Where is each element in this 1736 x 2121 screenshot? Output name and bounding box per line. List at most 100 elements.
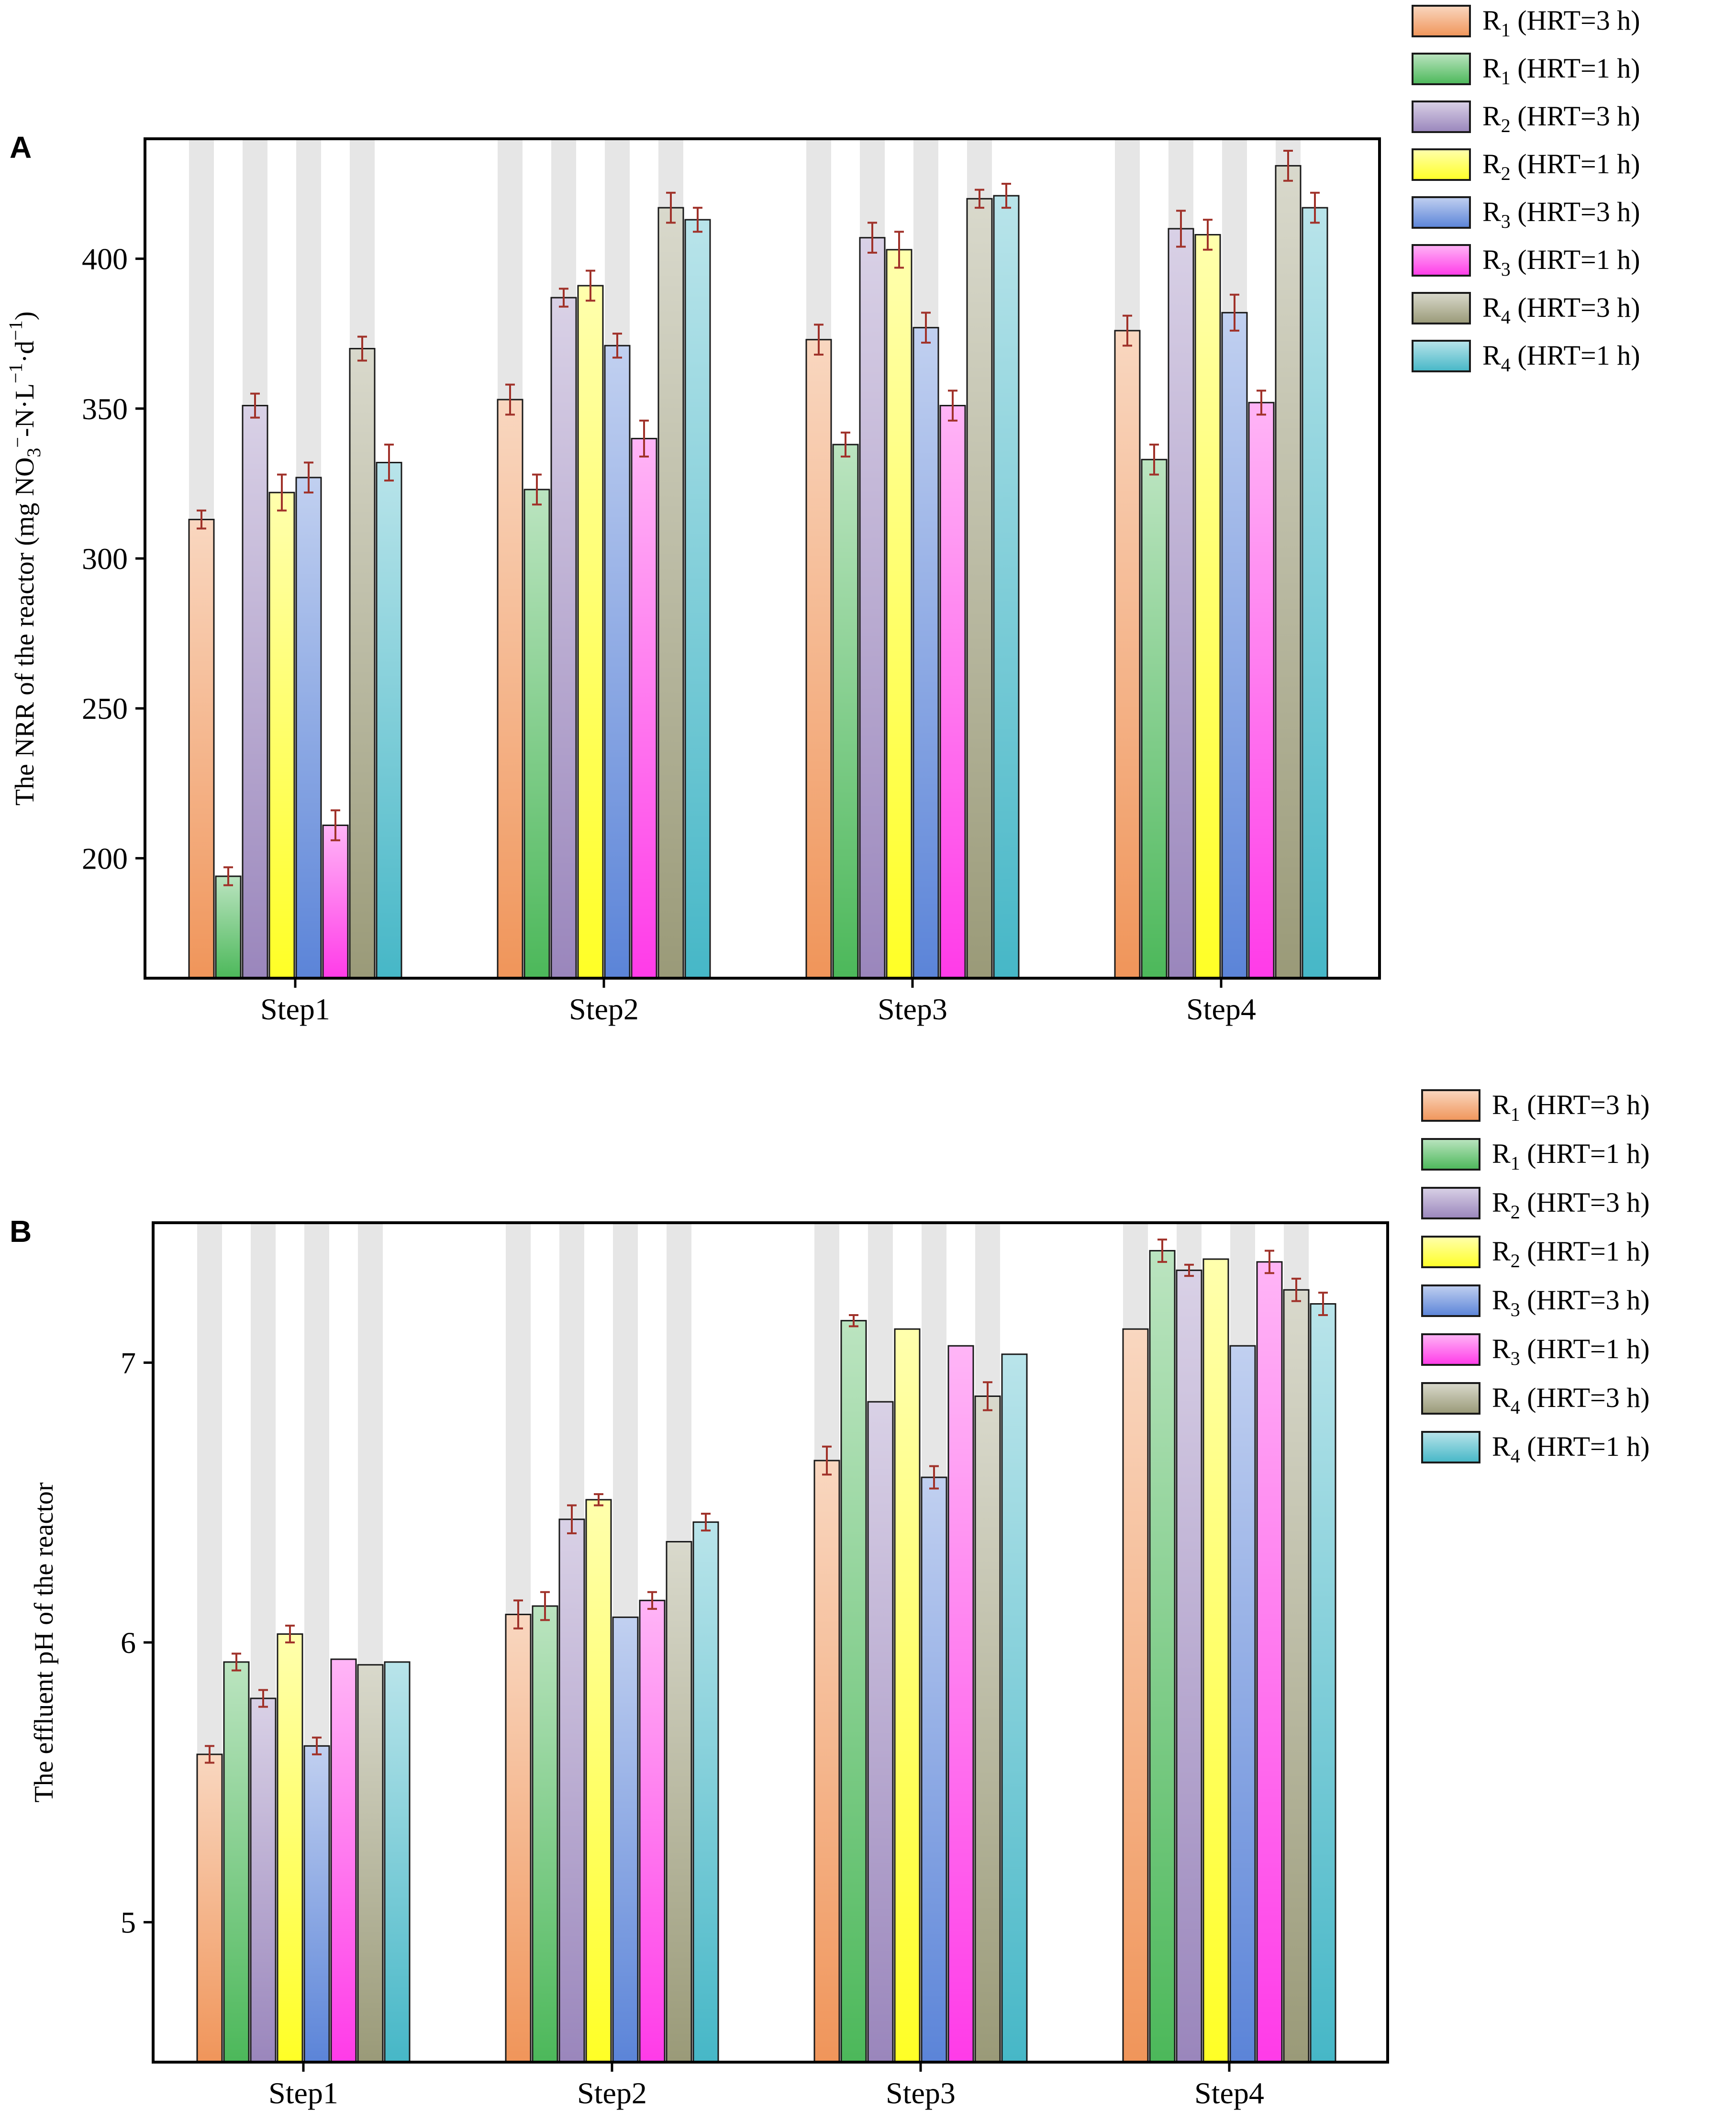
bar-a-s7-step4 [1275,165,1302,979]
bar-a-s1-step4 [1114,330,1141,979]
error-bar [612,333,622,359]
bar-a-s5-step3 [913,327,939,979]
bar-a-s6-step4 [1248,402,1275,979]
bar-a-s7-step3 [966,198,993,979]
bar-b-s8-step1 [384,1661,411,2063]
legend: R1 (HRT=3 h) R1 (HRT=1 h) R2 (HRT=3 h) R2 (… [1421,1089,1650,1467]
bar-b-s2-step1 [223,1661,250,2063]
error-bar [1184,1263,1194,1277]
bar-b-s7-step4 [1283,1289,1310,2063]
error-bar [331,809,340,841]
legend-label: R4 (HRT=1 h) [1492,1431,1650,1467]
legend-label: R2 (HRT=3 h) [1492,1187,1650,1223]
y-tick-label: 7 [121,1346,136,1380]
bar-a-s3-step2 [550,297,577,979]
bar-a-s4-step3 [886,249,913,979]
bar-a-s3-step1 [242,405,268,979]
error-bar [814,324,823,356]
legend-swatch [1421,1333,1480,1366]
bar-a-s4-step1 [268,491,295,979]
bar-b-s3-step2 [558,1518,585,2063]
error-bar [1123,314,1132,347]
bar-a-s2-step3 [832,444,859,979]
error-bar [1310,191,1320,224]
error-bar [513,1599,523,1630]
bar-a-s1-step1 [188,519,215,979]
panel-b-chart: B 5 6 7 Step1 Step2 Step3 Step4 The effluent pH … [10,1089,1650,2110]
error-bar [384,443,394,482]
bar-a-s6-step1 [322,825,349,979]
legend-label: R2 (HRT=1 h) [1482,148,1640,184]
bar-a-s7-step2 [657,207,684,979]
legend-swatch [1421,1138,1480,1171]
error-bar [1176,210,1186,248]
legend-swatch [1412,244,1471,277]
bar-a-s3-step4 [1168,228,1194,979]
legend-label: R1 (HRT=3 h) [1482,5,1640,41]
legend-label: R3 (HRT=1 h) [1482,244,1640,280]
bar-b-s5-step4 [1229,1345,1256,2063]
y-axis-title: The effluent pH of the reactor [29,1482,59,1802]
error-bar [567,1504,577,1534]
legend-swatch [1412,340,1471,372]
bar-b-s6-step4 [1256,1261,1283,2063]
bar-b-s4-step2 [585,1499,612,2063]
x-tick-label: Step1 [268,2076,338,2110]
bar-a-s5-step1 [295,477,322,979]
bar-a-s8-step1 [376,462,402,979]
bar-b-s5-step1 [303,1745,330,2063]
bar-a-s5-step4 [1221,312,1248,979]
error-bar [1283,150,1293,182]
y-tick-label: 5 [121,1906,136,1940]
error-bar [250,392,260,419]
legend-swatch [1412,196,1471,229]
error-bar [205,1745,214,1764]
error-bar [822,1445,832,1476]
bar-a-s7-step1 [349,348,376,979]
error-bar [1157,1239,1167,1263]
legend-label: R4 (HRT=1 h) [1482,340,1640,376]
error-bar [849,1314,858,1328]
x-tick-label: Step4 [1186,992,1256,1026]
bar-a-s8-step4 [1302,207,1328,979]
y-tick-label: 250 [82,692,128,726]
bar-b-s7-step1 [357,1664,384,2063]
panel-letter: A [10,130,32,165]
legend-label: R1 (HRT=3 h) [1492,1089,1650,1125]
legend-label: R4 (HRT=3 h) [1492,1382,1650,1418]
legend-label: R1 (HRT=1 h) [1492,1138,1650,1174]
bar-b-s2-step3 [840,1320,867,2063]
error-bar [1291,1277,1301,1302]
bar-b-s8-step4 [1310,1303,1336,2063]
legend-swatch [1421,1089,1480,1122]
error-bar [285,1624,295,1643]
error-bar [1230,293,1239,332]
error-bar [1257,390,1266,416]
error-bar [894,231,904,269]
y-tick-label: 300 [82,542,128,576]
error-bar [505,383,515,416]
legend: R1 (HRT=3 h) R1 (HRT=1 h) R2 (HRT=3 h) R2 (… [1412,5,1640,376]
error-bar [666,191,676,224]
legend-swatch [1412,292,1471,324]
bar-a-s2-step4 [1141,458,1168,979]
bar-b-s7-step2 [666,1541,692,2063]
legend-label: R3 (HRT=3 h) [1482,196,1640,232]
error-bar [929,1465,939,1490]
y-tick-label: 200 [82,841,128,875]
error-bar [983,1381,992,1411]
bar-b-s4-step3 [894,1328,921,2063]
y-tick-label: 6 [121,1626,136,1660]
legend-label: R2 (HRT=1 h) [1492,1236,1650,1272]
bar-a-s4-step2 [577,285,604,979]
error-bar [304,461,313,494]
error-bar [1265,1250,1274,1274]
error-bar [586,269,595,302]
bar-b-s4-step4 [1202,1258,1229,2063]
bar-b-s2-step2 [532,1605,558,2063]
error-bar [357,335,367,362]
error-bar [975,189,984,209]
bar-a-s6-step3 [939,405,966,979]
bar-b-s3-step4 [1176,1269,1202,2063]
